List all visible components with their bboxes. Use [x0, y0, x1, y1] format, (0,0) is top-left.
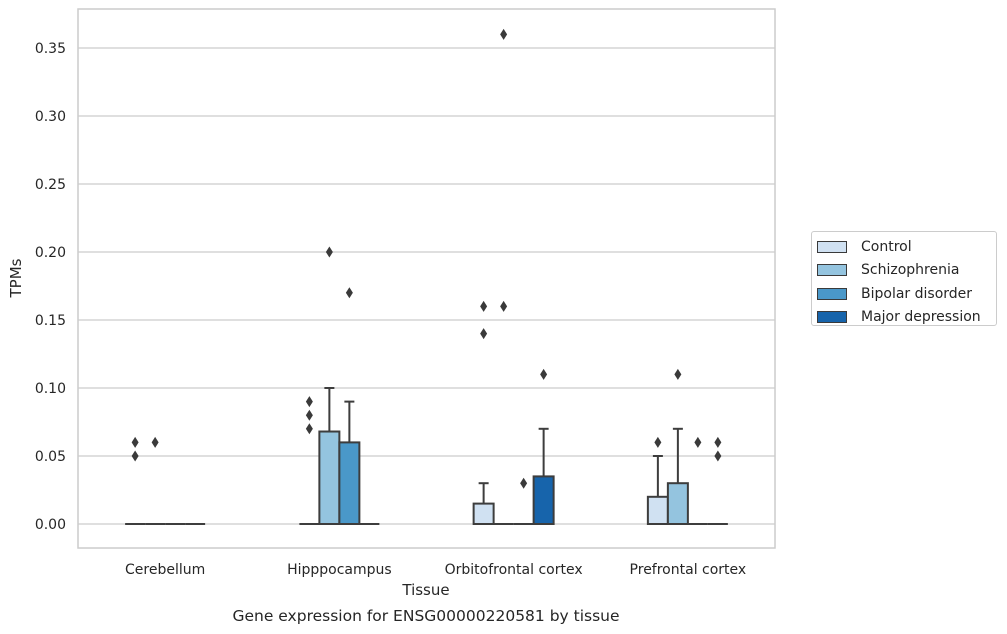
box-bipolar-disorder	[338, 400, 361, 525]
outlier-point	[345, 287, 353, 299]
legend-item: Major depression	[817, 306, 996, 330]
box-body	[318, 430, 341, 525]
box-control	[646, 455, 669, 525]
outlier-point	[480, 300, 488, 312]
x-tick-labels: Cerebellum Hipppocampus Orbitofrontal cort…	[125, 562, 746, 578]
box-body	[646, 495, 669, 525]
y-tick-label: 0.10	[35, 381, 66, 397]
y-tick-label: 0.00	[35, 517, 66, 533]
x-tick-label: Prefrontal cortex	[630, 562, 747, 578]
outlier-point	[131, 450, 139, 462]
outlier-point	[694, 436, 702, 448]
legend-label: Schizophrenia	[861, 262, 960, 279]
y-tick-label: 0.05	[35, 449, 66, 465]
legend-label: Control	[861, 238, 912, 255]
box-body	[666, 482, 689, 526]
legend-swatch	[817, 240, 847, 253]
y-tick-labels: 0.00 0.05 0.10 0.15 0.20 0.25 0.30 0.35	[35, 41, 66, 533]
y-tick-label: 0.30	[35, 109, 66, 125]
legend-item: Schizophrenia	[817, 259, 996, 283]
outlier-point	[305, 396, 313, 408]
outlier-point	[305, 409, 313, 421]
outlier-point	[540, 368, 548, 380]
gridlines	[78, 47, 775, 525]
box-control	[472, 482, 495, 526]
legend-label: Major depression	[861, 309, 981, 326]
box-body	[338, 441, 361, 525]
outlier-point	[520, 477, 528, 489]
boxes	[125, 387, 728, 526]
legend-swatch	[817, 287, 847, 300]
box-schizophrenia	[666, 427, 689, 526]
box-body	[472, 502, 495, 526]
legend-swatch	[817, 264, 847, 277]
outlier-point	[151, 436, 159, 448]
outlier-point	[131, 436, 139, 448]
y-tick-label: 0.15	[35, 313, 66, 329]
legend-item: Bipolar disorder	[817, 282, 996, 306]
outlier-point	[654, 436, 662, 448]
outlier-point	[714, 450, 722, 462]
plot-area-frame	[77, 8, 776, 549]
y-tick-label: 0.25	[35, 177, 66, 193]
box-body	[532, 475, 555, 525]
x-tick-label: Orbitofrontal cortex	[445, 562, 583, 578]
y-tick-label: 0.35	[35, 41, 66, 57]
legend-item: Control	[817, 235, 996, 259]
outlier-point	[714, 436, 722, 448]
outlier-point	[500, 28, 508, 40]
outlier-point	[500, 300, 508, 312]
box-schizophrenia	[318, 387, 341, 525]
y-tick-label: 0.20	[35, 245, 66, 261]
outlier-point	[305, 423, 313, 435]
outlier-point	[325, 246, 333, 258]
y-axis-label: TPMs	[7, 258, 25, 298]
legend: Control Schizophrenia Bipolar disorder Majo…	[811, 231, 997, 326]
outlier-point	[480, 328, 488, 340]
outliers	[131, 28, 722, 489]
chart-caption: Gene expression for ENSG00000220581 by t…	[232, 607, 619, 625]
legend-swatch	[817, 311, 847, 324]
x-tick-label: Hipppocampus	[287, 562, 392, 578]
legend-label: Bipolar disorder	[861, 285, 973, 302]
outlier-point	[674, 368, 682, 380]
x-axis-label: Tissue	[401, 581, 449, 599]
x-tick-label: Cerebellum	[125, 562, 205, 578]
box-major-depression	[532, 427, 555, 525]
